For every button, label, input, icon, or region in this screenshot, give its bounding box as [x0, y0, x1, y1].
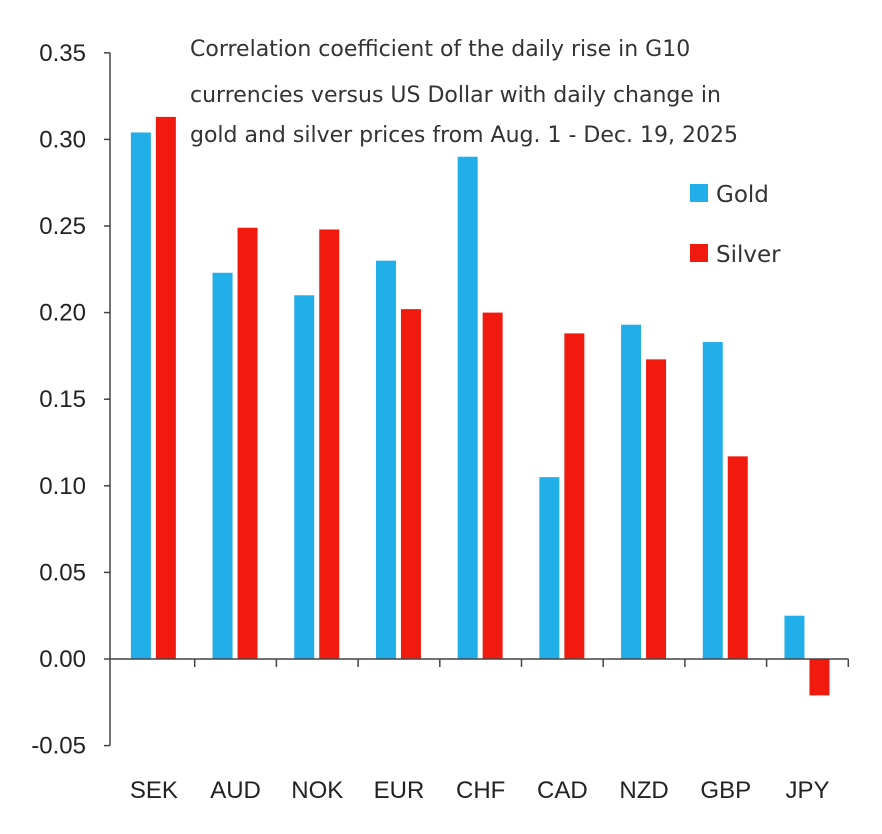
- bar-gold-chf: [457, 156, 478, 659]
- bar-gold-jpy: [784, 615, 805, 659]
- bar-silver-aud: [237, 227, 258, 659]
- y-tick-label: 0.20: [39, 300, 86, 327]
- bar-silver-chf: [482, 312, 503, 659]
- bar-silver-eur: [400, 309, 421, 659]
- chart-title: Correlation coefficient of the daily ris…: [190, 37, 738, 148]
- x-tick-label: NOK: [291, 777, 343, 804]
- bar-silver-jpy: [809, 659, 830, 696]
- legend-swatch-gold: [690, 184, 708, 202]
- bar-silver-cad: [564, 333, 585, 659]
- bar-gold-gbp: [702, 342, 723, 659]
- legend: Gold Silver: [690, 182, 781, 268]
- bar-gold-eur: [375, 260, 396, 659]
- title-line-1: Correlation coefficient of the daily ris…: [190, 37, 690, 62]
- bar-gold-nok: [294, 295, 315, 659]
- y-tick-label: -0.05: [31, 733, 86, 760]
- bar-gold-nzd: [621, 324, 642, 659]
- x-tick-label: NZD: [619, 777, 668, 804]
- bar-gold-cad: [539, 477, 560, 659]
- x-tick-label: SEK: [130, 777, 178, 804]
- x-tick-label: AUD: [210, 777, 261, 804]
- y-tick-label: 0.25: [39, 213, 86, 240]
- y-axis: -0.05 0.00 0.05 0.10 0.15 0.20 0.25 0.30 0.35: [31, 40, 111, 760]
- bar-silver-nok: [319, 229, 340, 660]
- y-tick-label: 0.10: [39, 473, 86, 500]
- bar-gold-aud: [212, 272, 233, 659]
- x-tick-label: JPY: [785, 777, 829, 804]
- title-line-3: gold and silver prices from Aug. 1 - Dec…: [190, 123, 738, 148]
- y-tick-label: 0.30: [39, 126, 86, 153]
- y-tick-label: 0.35: [39, 40, 86, 67]
- bars: [130, 116, 830, 696]
- x-tick-label: CAD: [537, 777, 588, 804]
- bar-silver-sek: [155, 116, 176, 659]
- x-axis: SEK AUD NOK EUR CHF CAD NZD GBP JPY: [110, 658, 850, 804]
- x-tick-label: EUR: [374, 777, 425, 804]
- y-tick-label: 0.05: [39, 559, 86, 586]
- title-line-2: currencies versus US Dollar with daily c…: [190, 83, 721, 108]
- x-tick-label: GBP: [700, 777, 751, 804]
- legend-label-gold: Gold: [716, 182, 769, 208]
- y-tick-label: 0.15: [39, 386, 86, 413]
- legend-swatch-silver: [690, 244, 708, 262]
- bar-silver-gbp: [727, 456, 748, 659]
- bar-gold-sek: [130, 132, 151, 660]
- y-tick-label: 0.00: [39, 646, 86, 673]
- x-tick-label: CHF: [456, 777, 505, 804]
- legend-label-silver: Silver: [716, 242, 781, 268]
- bar-silver-nzd: [646, 359, 667, 659]
